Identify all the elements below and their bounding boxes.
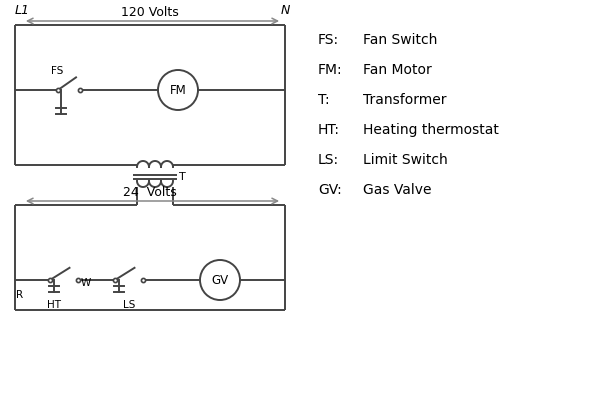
Text: FS: FS bbox=[51, 66, 63, 76]
Text: GV:: GV: bbox=[318, 183, 342, 197]
Text: 24  Volts: 24 Volts bbox=[123, 186, 177, 199]
Text: Fan Motor: Fan Motor bbox=[363, 63, 432, 77]
Text: Fan Switch: Fan Switch bbox=[363, 33, 437, 47]
Text: T:: T: bbox=[318, 93, 330, 107]
Text: N: N bbox=[280, 4, 290, 17]
Text: LS: LS bbox=[123, 300, 135, 310]
Text: FM: FM bbox=[170, 84, 186, 96]
Text: HT: HT bbox=[47, 300, 61, 310]
Text: T: T bbox=[179, 172, 186, 182]
Text: FM:: FM: bbox=[318, 63, 343, 77]
Text: FS:: FS: bbox=[318, 33, 339, 47]
Text: R: R bbox=[16, 290, 23, 300]
Text: Transformer: Transformer bbox=[363, 93, 447, 107]
Text: W: W bbox=[81, 278, 91, 288]
Text: Gas Valve: Gas Valve bbox=[363, 183, 431, 197]
Text: Heating thermostat: Heating thermostat bbox=[363, 123, 499, 137]
Text: L1: L1 bbox=[15, 4, 30, 17]
Text: HT:: HT: bbox=[318, 123, 340, 137]
Text: 120 Volts: 120 Volts bbox=[121, 6, 179, 19]
Text: Limit Switch: Limit Switch bbox=[363, 153, 448, 167]
Text: GV: GV bbox=[211, 274, 228, 286]
Text: LS:: LS: bbox=[318, 153, 339, 167]
